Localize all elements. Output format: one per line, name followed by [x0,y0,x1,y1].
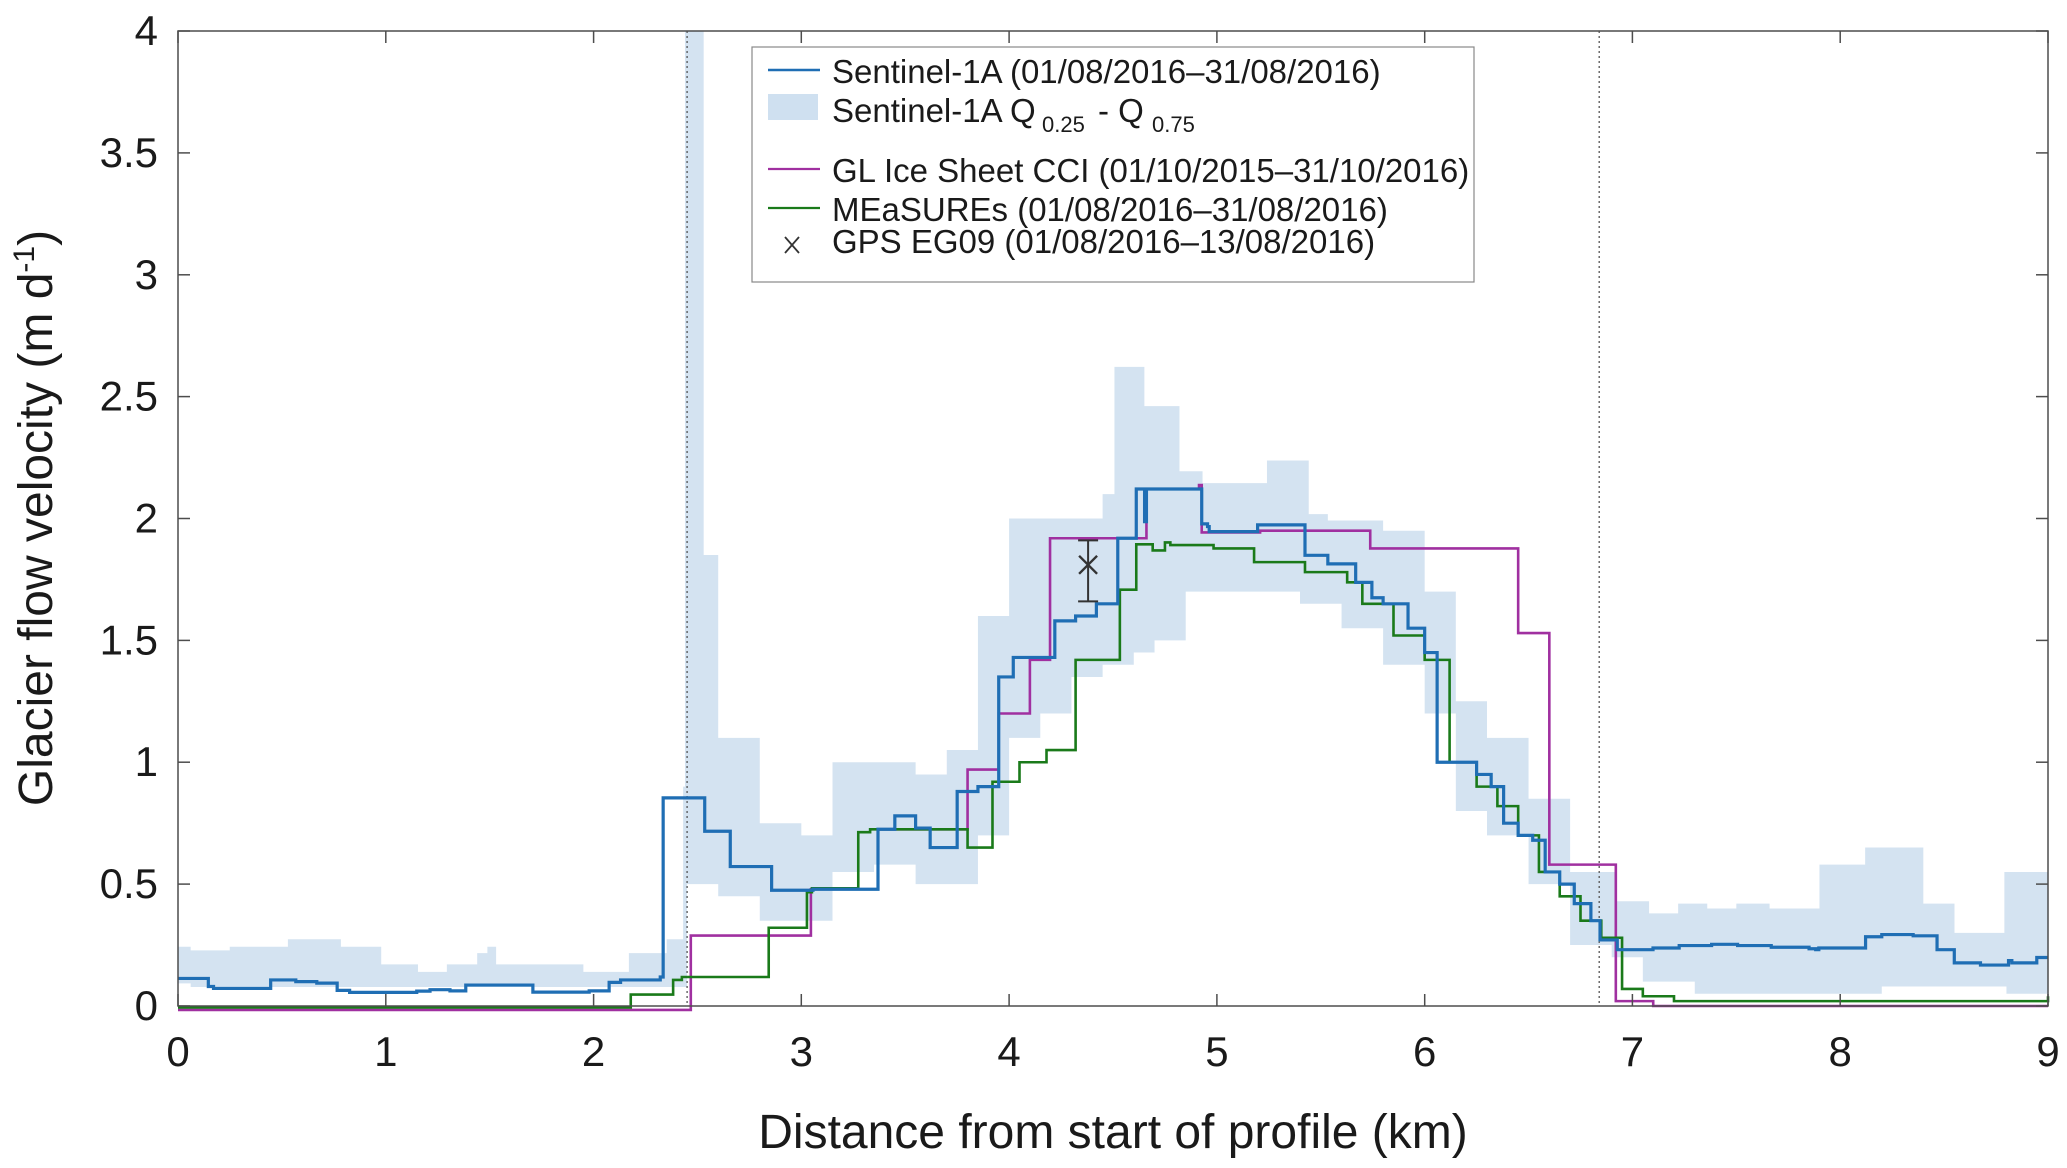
svg-text:Sentinel-1A Q: Sentinel-1A Q [832,92,1036,129]
svg-text:2: 2 [582,1028,605,1075]
svg-text:2: 2 [135,495,158,542]
svg-text:0.5: 0.5 [100,860,158,907]
svg-text:1.5: 1.5 [100,616,158,663]
svg-text:3: 3 [790,1028,813,1075]
svg-text:0: 0 [135,982,158,1029]
svg-text:8: 8 [1829,1028,1852,1075]
svg-text:9: 9 [2036,1028,2059,1075]
svg-text:4: 4 [135,7,158,54]
svg-text:GPS EG09 (01/08/2016–13/08/201: GPS EG09 (01/08/2016–13/08/2016) [832,223,1375,260]
svg-text:- Q: - Q [1098,92,1144,129]
svg-text:GL Ice Sheet CCI (01/10/2015–3: GL Ice Sheet CCI (01/10/2015–31/10/2016) [832,152,1469,189]
svg-text:Sentinel-1A (01/08/2016–31/08/: Sentinel-1A (01/08/2016–31/08/2016) [832,53,1381,90]
svg-text:4: 4 [997,1028,1020,1075]
svg-text:2.5: 2.5 [100,373,158,420]
svg-text:1: 1 [135,738,158,785]
svg-text:0: 0 [166,1028,189,1075]
svg-text:6: 6 [1413,1028,1436,1075]
svg-text:5: 5 [1205,1028,1228,1075]
svg-text:3: 3 [135,251,158,298]
svg-text:3.5: 3.5 [100,129,158,176]
svg-text:0.75: 0.75 [1152,112,1195,137]
svg-text:1: 1 [374,1028,397,1075]
svg-text:Distance from start of profile: Distance from start of profile (km) [758,1106,1468,1159]
svg-text:0.25: 0.25 [1042,112,1085,137]
svg-text:Glacier flow velocity (m d-1): Glacier flow velocity (m d-1) [8,230,63,806]
svg-text:7: 7 [1621,1028,1644,1075]
